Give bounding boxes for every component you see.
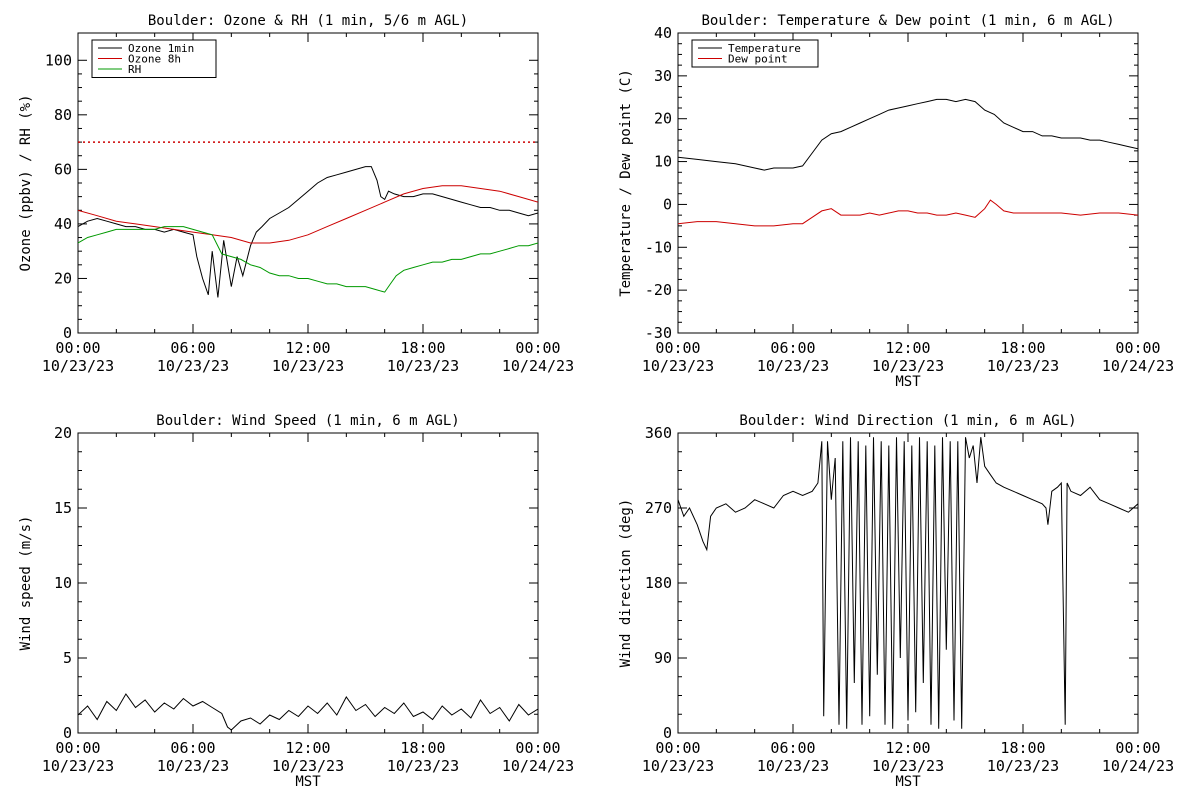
y-tick-label: 0 [63,724,72,742]
series-line-rh [78,226,538,293]
x-tick-date-label: 10/23/23 [757,757,829,775]
x-tick-date-label: 10/23/23 [757,357,829,375]
x-tick-time-label: 12:00 [885,739,930,757]
x-tick-time-label: 06:00 [770,339,815,357]
y-tick-label: 40 [654,24,672,42]
legend-label: Temperature [728,42,801,55]
x-tick-time-label: 00:00 [655,339,700,357]
x-axis-label: MST [295,774,321,790]
y-tick-label: 20 [54,424,72,442]
y-tick-label: 90 [654,649,672,667]
y-axis-label: Wind direction (deg) [618,499,634,668]
x-tick-date-label: 10/23/23 [272,357,344,375]
x-tick-time-label: 18:00 [1000,739,1045,757]
y-tick-label: 30 [654,67,672,85]
x-tick-time-label: 06:00 [170,739,215,757]
y-tick-label: 80 [54,106,72,124]
y-axis-label: Wind speed (m/s) [18,516,34,651]
x-tick-time-label: 12:00 [285,739,330,757]
plot-frame [677,32,1139,334]
x-tick-date-label: 10/23/23 [987,357,1059,375]
y-tick-label: 5 [63,649,72,667]
series-line-temperature [678,98,1138,171]
x-tick-date-label: 10/23/23 [642,357,714,375]
x-tick-date-label: 10/23/23 [872,357,944,375]
x-tick-time-label: 00:00 [1115,339,1160,357]
y-tick-label: -20 [645,281,672,299]
x-tick-date-label: 10/24/23 [502,757,574,775]
x-tick-time-label: 00:00 [1115,739,1160,757]
y-tick-label: 40 [54,215,72,233]
x-axis-label: MST [895,774,921,790]
legend-label: RH [128,63,141,76]
chart-panel-4: Boulder: Wind Direction (1 min, 6 m AGL)… [618,413,1174,790]
chart-title: Boulder: Temperature & Dew point (1 min,… [701,13,1114,29]
y-tick-label: 60 [54,160,72,178]
x-tick-time-label: 06:00 [170,339,215,357]
series-line-1 [78,693,538,731]
y-tick-label: 20 [54,269,72,287]
series-line-ozone-1min [78,166,538,298]
y-tick-label: 10 [654,153,672,171]
plot-frame [77,432,539,734]
y-tick-label: 180 [645,574,672,592]
y-tick-label: 360 [645,424,672,442]
legend-label: Ozone 8h [128,53,181,66]
y-axis-label: Temperature / Dew point (C) [618,69,634,297]
x-tick-time-label: 00:00 [655,739,700,757]
chart-title: Boulder: Wind Speed (1 min, 6 m AGL) [156,413,459,429]
x-tick-date-label: 10/23/23 [42,357,114,375]
x-tick-time-label: 06:00 [770,739,815,757]
y-tick-label: -30 [645,324,672,342]
x-tick-date-label: 10/23/23 [872,757,944,775]
x-tick-time-label: 00:00 [515,339,560,357]
x-tick-date-label: 10/24/23 [1102,357,1174,375]
x-tick-date-label: 10/24/23 [502,357,574,375]
chart-panel-2: Boulder: Temperature & Dew point (1 min,… [618,13,1174,390]
y-tick-label: 100 [45,51,72,69]
x-tick-date-label: 10/23/23 [42,757,114,775]
chart-title: Boulder: Ozone & RH (1 min, 5/6 m AGL) [148,13,468,29]
chart-panel-3: Boulder: Wind Speed (1 min, 6 m AGL) 0 5 10… [18,413,574,790]
x-tick-date-label: 10/23/23 [387,357,459,375]
x-tick-time-label: 00:00 [515,739,560,757]
y-tick-label: 0 [663,195,672,213]
x-tick-time-label: 00:00 [55,739,100,757]
y-axis-label: Ozone (ppbv) / RH (%) [18,94,34,271]
x-tick-date-label: 10/23/23 [642,757,714,775]
y-tick-label: 0 [663,724,672,742]
x-axis-label: MST [895,374,921,390]
x-tick-time-label: 12:00 [885,339,930,357]
legend-box [691,39,819,68]
series-line-ozone-8h [78,185,538,244]
x-tick-time-label: 00:00 [55,339,100,357]
y-tick-label: -10 [645,238,672,256]
y-tick-label: 10 [54,574,72,592]
y-tick-label: 270 [645,499,672,517]
y-tick-label: 15 [54,499,72,517]
x-tick-time-label: 18:00 [400,339,445,357]
series-line-dew-point [678,199,1138,227]
x-tick-time-label: 18:00 [400,739,445,757]
chart-panel-1: Boulder: Ozone & RH (1 min, 5/6 m AGL) 0 2… [18,13,574,375]
y-tick-label: 20 [654,110,672,128]
series-line-1 [678,437,1138,729]
x-tick-date-label: 10/23/23 [157,357,229,375]
legend-label: Dew point [728,53,788,66]
x-tick-date-label: 10/23/23 [987,757,1059,775]
chart-title: Boulder: Wind Direction (1 min, 6 m AGL) [739,413,1076,429]
y-tick-label: 0 [63,324,72,342]
x-tick-time-label: 18:00 [1000,339,1045,357]
x-tick-date-label: 10/23/23 [272,757,344,775]
x-tick-date-label: 10/23/23 [387,757,459,775]
x-tick-date-label: 10/23/23 [157,757,229,775]
x-tick-time-label: 12:00 [285,339,330,357]
x-tick-date-label: 10/24/23 [1102,757,1174,775]
legend-label: Ozone 1min [128,42,194,55]
